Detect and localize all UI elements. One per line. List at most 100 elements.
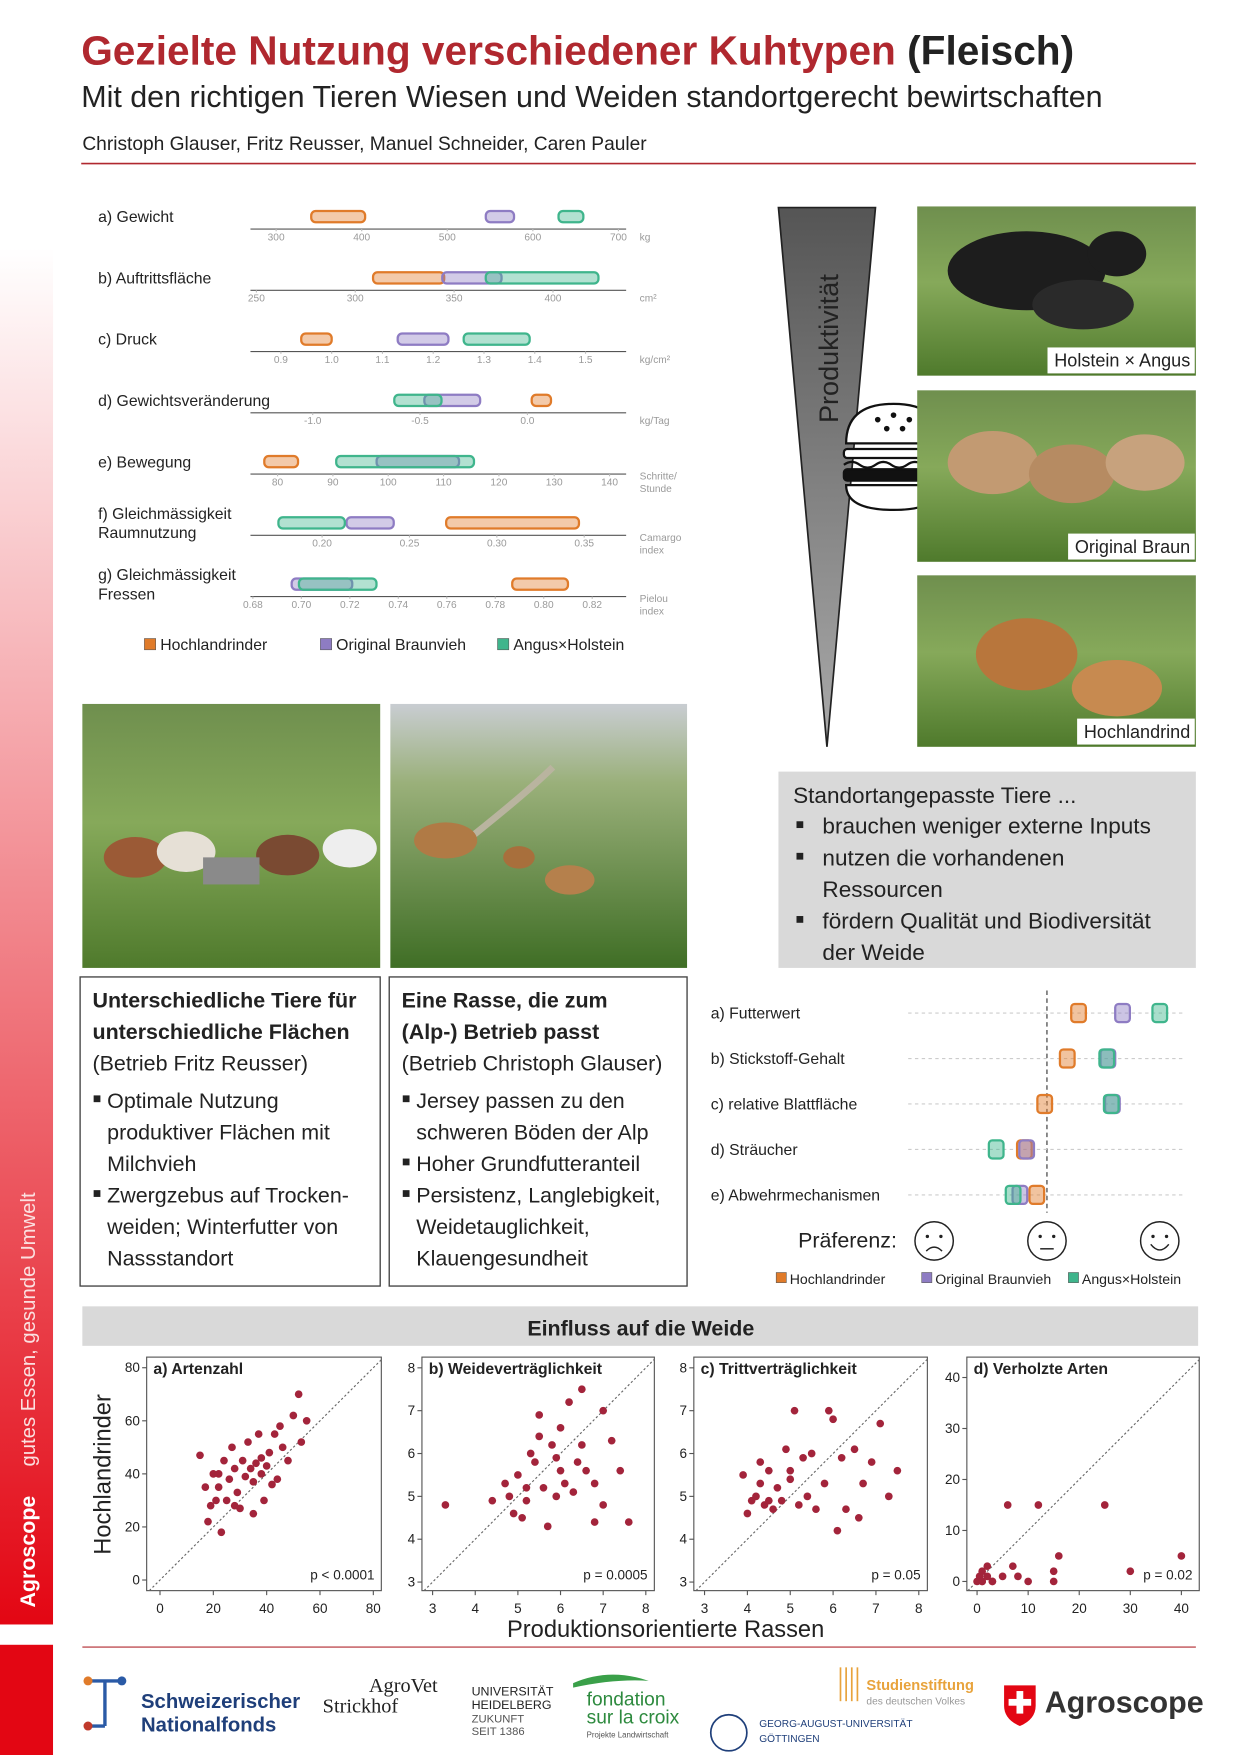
photo-highland [917,575,1196,747]
logo-swiss [1004,1685,1036,1727]
point [616,1466,625,1475]
dot-marker [1028,1184,1046,1206]
benefits-title: Standortangepasste Tiere ... [793,783,1076,808]
unit-label: cm² [640,294,658,305]
unit-label: Stunde [640,484,673,495]
logo-seal [709,1713,748,1752]
x-tick-label: 5 [786,1601,794,1616]
panel-label: e) Bewegung [98,454,191,471]
case-subtitle: (Betrieb Fritz Reusser) [93,1052,308,1076]
range-bar [511,577,570,591]
range-bar [345,516,395,530]
point [230,1501,239,1510]
point [1034,1501,1043,1509]
benefit-text: der Weide [822,940,924,965]
point [214,1470,223,1478]
y-tick-label: 4 [408,1532,416,1547]
point [850,1445,859,1454]
tick-label: 0.25 [400,539,420,550]
point [220,1456,228,1465]
x-tick-label: 3 [701,1601,709,1616]
point [1100,1501,1109,1509]
y-tick-label: 0 [132,1573,140,1588]
tick-label: 0.70 [291,600,311,611]
bullet [93,1095,101,1103]
face-tick [1139,1221,1180,1261]
legend-label: Angus×Holstein [513,637,624,654]
unit-label: Pielou [640,594,668,605]
x-tick-label: 0 [156,1601,164,1616]
face [1139,1221,1180,1261]
tick-label: 400 [353,232,370,243]
legend-swatch [1068,1272,1079,1283]
logo-text: SEIT 1386 [472,1726,525,1738]
category-label: e) Abwehrmechanismen [711,1188,880,1205]
photo-reusser [82,703,381,968]
point [552,1492,561,1501]
point [983,1572,992,1581]
bullet [796,916,804,923]
identity-line [695,1358,928,1592]
panel-label: a) Gewicht [98,209,174,226]
tick-label: 350 [446,294,463,305]
title-main: Gezielte Nutzung verschiedener Kuhtypen [81,27,896,73]
tick-label: 110 [435,477,452,488]
photo-caption: Hochlandrind [1084,722,1190,742]
case-box [388,976,688,1287]
range-bar [300,332,333,346]
panel-label: b) Auftrittsfläche [98,270,211,287]
range-bar [462,332,531,346]
legend-swatch [497,638,510,651]
panel-title: c) Trittverträglichkeit [701,1361,858,1378]
x-tick-label: 5 [514,1601,522,1616]
case-text: produktiver Flächen mit [107,1120,330,1144]
logo-text: AgroVet [369,1675,438,1697]
plot-frame [966,1356,1200,1592]
panel-label: Fressen [98,586,155,603]
bullet [796,852,804,860]
y-tick-label: 0 [953,1574,961,1589]
point [505,1492,514,1501]
range-bar [310,209,367,224]
point [998,1572,1007,1581]
y-tick-label: 8 [408,1360,416,1375]
face [914,1221,955,1261]
unit-label: kg/Tag [640,416,670,427]
legend-label: Original Braunvieh [336,637,466,654]
face-tick [1027,1221,1067,1261]
bullet [796,821,804,829]
point [573,1458,582,1466]
point [624,1518,633,1526]
eye [1052,1234,1056,1239]
point [842,1505,850,1514]
logo-text: fondation [587,1690,666,1711]
point [548,1441,556,1449]
mouth [925,1246,943,1252]
logo-text: Strickhof [323,1695,399,1717]
point [812,1505,820,1514]
tick-label: 140 [601,477,618,488]
point [876,1419,885,1428]
y-tick-label: 20 [945,1472,960,1487]
dot-marker [1151,1002,1169,1024]
y-tick-label: 8 [680,1360,688,1375]
panel-label: d) Gewichtsveränderung [98,393,270,410]
point [262,1462,271,1470]
tick-label: 0.72 [340,600,360,611]
y-tick-label: 7 [408,1403,416,1418]
point [217,1528,226,1537]
logo-text: UNIVERSITÄT [472,1685,554,1699]
y-tick-label: 7 [680,1403,688,1418]
logo-text: des deutschen Volkes [866,1697,965,1708]
point [206,1501,215,1510]
y-tick-label: 5 [408,1489,416,1504]
case-title: unterschiedliche Flächen [93,1020,350,1044]
point [983,1562,992,1570]
point [978,1577,987,1586]
dot-marker [1018,1139,1036,1160]
title-suffix: (Fleisch) [907,27,1074,73]
point [794,1501,803,1509]
case-text: Optimale Nutzung [107,1089,278,1113]
point [790,1406,799,1415]
